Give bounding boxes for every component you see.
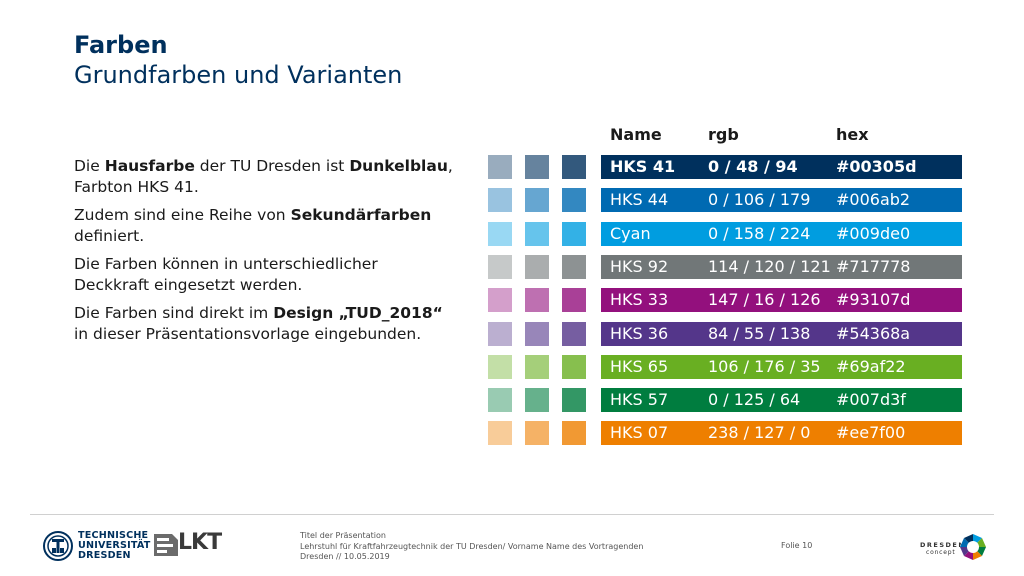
body-paragraph: Die Farben sind direkt im Design „TUD_20… xyxy=(74,304,443,343)
color-swatch xyxy=(525,155,549,179)
color-row-rgb: 0 / 125 / 64 xyxy=(708,390,801,409)
color-swatch xyxy=(488,188,512,212)
color-swatch xyxy=(488,322,512,346)
color-row-name: HKS 57 xyxy=(610,390,669,409)
color-row-name: HKS 44 xyxy=(610,190,669,209)
footer-department: Lehrstuhl für Kraftfahrzeugtechnik der T… xyxy=(300,541,644,551)
color-row-rgb: 0 / 106 / 179 xyxy=(708,190,811,209)
color-row-name: HKS 07 xyxy=(610,423,669,442)
tud-emblem-icon xyxy=(43,531,73,561)
lkt-emblem-icon xyxy=(154,534,178,556)
color-row-hex: #009de0 xyxy=(836,224,911,243)
footer-date: Dresden // 10.05.2019 xyxy=(300,552,390,561)
color-row-hex: #717778 xyxy=(836,257,911,276)
color-row-rgb: 106 / 176 / 35 xyxy=(708,357,821,376)
body-paragraph: Die Farben können in unterschiedlicher D… xyxy=(74,255,378,294)
color-row-name: HKS 33 xyxy=(610,290,669,309)
color-row-hex: #007d3f xyxy=(836,390,906,409)
color-swatch xyxy=(562,188,586,212)
color-row-hex: #ee7f00 xyxy=(836,423,906,442)
color-swatch xyxy=(562,322,586,346)
color-swatch xyxy=(562,288,586,312)
table-header-rgb: rgb xyxy=(708,125,739,144)
color-swatch xyxy=(525,322,549,346)
color-row-rgb: 0 / 48 / 94 xyxy=(708,157,798,176)
color-row-name: HKS 65 xyxy=(610,357,669,376)
body-text: Die Hausfarbe der TU Dresden ist Dunkelb… xyxy=(74,156,454,352)
slide-title: Farben xyxy=(74,31,168,59)
dresden-concept-logo: DRESDEN concept xyxy=(918,532,988,562)
dresden-logo-word: DRESDEN xyxy=(920,541,966,549)
color-swatch xyxy=(488,355,512,379)
footer-presentation-title: Titel der Präsentation xyxy=(300,531,386,540)
color-row: HKS 65 106 / 176 / 35 #69af22 xyxy=(601,355,962,379)
slide-subtitle: Grundfarben und Varianten xyxy=(74,61,403,89)
table-header-name: Name xyxy=(610,125,662,144)
color-row-rgb: 114 / 120 / 121 xyxy=(708,257,831,276)
dresden-concept-icon xyxy=(960,534,986,560)
color-swatch xyxy=(562,155,586,179)
footer-info: Titel der Präsentation Lehrstuhl für Kra… xyxy=(300,531,643,563)
color-row-name: Cyan xyxy=(610,224,651,243)
color-row: HKS 36 84 / 55 / 138 #54368a xyxy=(601,322,962,346)
color-row-rgb: 0 / 158 / 224 xyxy=(708,224,811,243)
lkt-logo-text: LKT xyxy=(178,530,222,555)
color-swatch xyxy=(488,421,512,445)
color-row-rgb: 147 / 16 / 126 xyxy=(708,290,821,309)
footer-divider xyxy=(30,514,994,515)
color-row: HKS 07 238 / 127 / 0 #ee7f00 xyxy=(601,421,962,445)
body-paragraph: Die Hausfarbe der TU Dresden ist Dunkelb… xyxy=(74,157,453,196)
color-swatch xyxy=(562,222,586,246)
color-swatch xyxy=(562,255,586,279)
tud-logo: TECHNISCHE UNIVERSITÄT DRESDEN xyxy=(42,530,150,562)
color-row-name: HKS 41 xyxy=(610,157,676,176)
color-swatch xyxy=(525,288,549,312)
color-row-name: HKS 92 xyxy=(610,257,669,276)
color-swatch xyxy=(525,421,549,445)
color-swatch xyxy=(562,355,586,379)
color-row: HKS 92 114 / 120 / 121 #717778 xyxy=(601,255,962,279)
dresden-logo-sub: concept xyxy=(926,549,956,556)
color-swatch xyxy=(488,288,512,312)
color-swatch xyxy=(525,222,549,246)
color-swatch xyxy=(488,155,512,179)
color-swatch xyxy=(525,188,549,212)
color-swatch xyxy=(525,355,549,379)
color-row-hex: #00305d xyxy=(836,157,917,176)
lkt-logo: LKT xyxy=(152,530,228,558)
color-swatch xyxy=(525,388,549,412)
color-row-hex: #69af22 xyxy=(836,357,906,376)
body-paragraph: Zudem sind eine Reihe von Sekundärfarben… xyxy=(74,206,432,245)
color-row: HKS 57 0 / 125 / 64 #007d3f xyxy=(601,388,962,412)
slide-number: Folie 10 xyxy=(781,541,813,550)
color-row-rgb: 238 / 127 / 0 xyxy=(708,423,811,442)
color-row-hex: #93107d xyxy=(836,290,911,309)
color-row-name: HKS 36 xyxy=(610,324,669,343)
color-row-hex: #006ab2 xyxy=(836,190,911,209)
color-swatch xyxy=(488,222,512,246)
color-swatch xyxy=(488,388,512,412)
color-row: HKS 44 0 / 106 / 179 #006ab2 xyxy=(601,188,962,212)
color-row: Cyan 0 / 158 / 224 #009de0 xyxy=(601,222,962,246)
color-swatch xyxy=(525,255,549,279)
color-swatch xyxy=(562,421,586,445)
color-row-hex: #54368a xyxy=(836,324,911,343)
color-row: HKS 33 147 / 16 / 126 #93107d xyxy=(601,288,962,312)
color-row: HKS 41 0 / 48 / 94 #00305d xyxy=(601,155,962,179)
color-swatch xyxy=(488,255,512,279)
table-header-hex: hex xyxy=(836,125,869,144)
color-swatch xyxy=(562,388,586,412)
color-row-rgb: 84 / 55 / 138 xyxy=(708,324,811,343)
tud-logo-text: TECHNISCHE UNIVERSITÄT DRESDEN xyxy=(78,530,151,561)
